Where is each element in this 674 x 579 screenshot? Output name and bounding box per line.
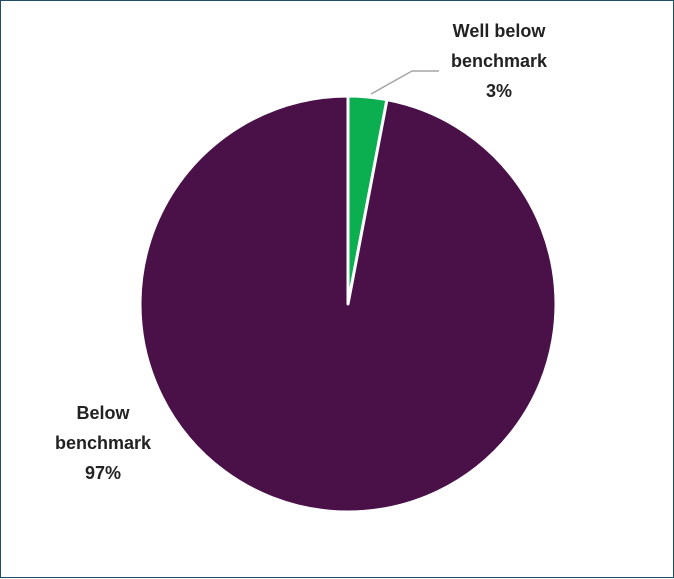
- pie-slice-below-benchmark: [138, 94, 558, 514]
- slice-percent-label: 97%: [85, 463, 121, 483]
- leader-line: [370, 70, 413, 95]
- slice-label-line-1: Well below: [453, 21, 547, 41]
- slice-label-line-2: benchmark: [55, 433, 152, 453]
- pie-slices: [138, 94, 558, 514]
- slice-label-below: Below benchmark 97%: [55, 403, 152, 483]
- slice-label-well-below: Well below benchmark 3%: [451, 21, 548, 101]
- slice-percent-label: 3%: [486, 81, 512, 101]
- slice-label-line-1: Below: [76, 403, 130, 423]
- slice-label-line-2: benchmark: [451, 51, 548, 71]
